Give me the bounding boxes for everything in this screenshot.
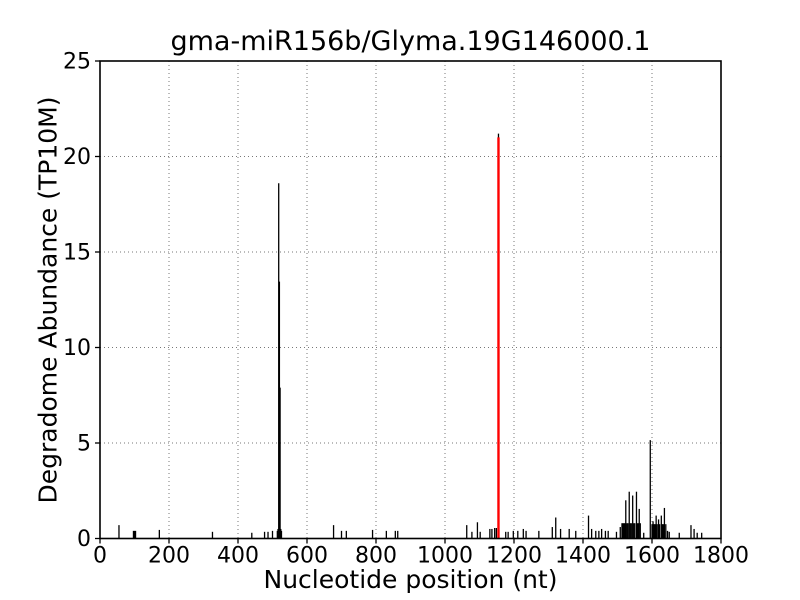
x-tick-label: 400 xyxy=(217,544,259,569)
axis-ticks xyxy=(95,60,722,544)
x-tick-label: 200 xyxy=(148,544,190,569)
x-tick-label: 1800 xyxy=(693,544,749,569)
y-tick-label: 0 xyxy=(77,527,91,552)
y-tick-label: 20 xyxy=(63,145,91,170)
x-tick-label: 800 xyxy=(355,544,397,569)
x-tick-label: 1400 xyxy=(555,544,611,569)
gridlines xyxy=(99,60,722,539)
axes-frame xyxy=(99,60,722,540)
y-tick-label: 5 xyxy=(77,432,91,457)
x-tick-label: 600 xyxy=(286,544,328,569)
x-tick-label: 0 xyxy=(93,544,107,569)
chart-title: gma-miR156b/Glyma.19G146000.1 xyxy=(170,26,651,57)
y-tick-label: 15 xyxy=(63,241,91,266)
y-tick-label: 25 xyxy=(63,50,91,75)
tick-labels: 0 200 400 600 800 1000 1200 1400 1600 1800 0 5 10 15 2… xyxy=(63,50,749,569)
y-axis-label-text: Degradome Abundance (TP10M) xyxy=(33,96,63,504)
x-tick-label: 1000 xyxy=(417,544,473,569)
x-tick-label: 1200 xyxy=(486,544,542,569)
degradome-spikes xyxy=(118,133,703,539)
y-tick-label: 10 xyxy=(63,336,91,361)
x-tick-label: 1600 xyxy=(624,544,680,569)
x-axis-label: Nucleotide position (nt) xyxy=(263,565,558,594)
